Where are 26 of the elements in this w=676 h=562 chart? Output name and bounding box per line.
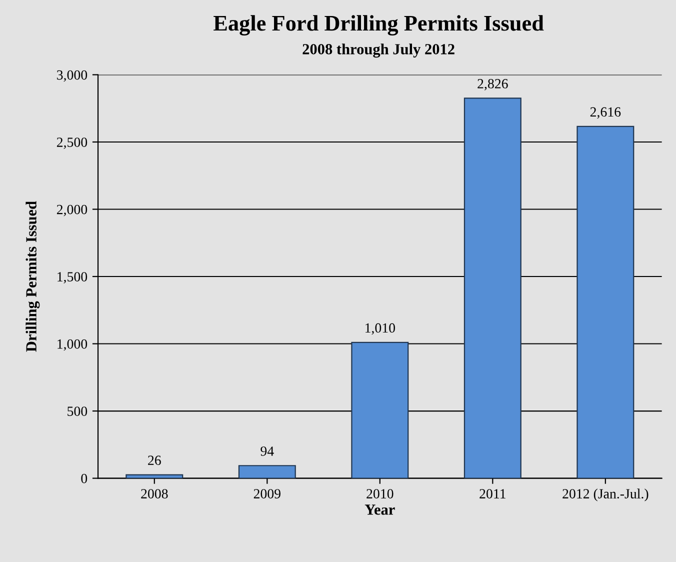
x-tick-label: 2012 (Jan.-Jul.)	[562, 488, 648, 502]
x-axis-title: Year	[364, 504, 395, 515]
data-label: 26	[148, 456, 161, 465]
data-label: 2,616	[590, 107, 621, 119]
y-tick-label: 2,500	[56, 138, 88, 149]
bar	[238, 465, 296, 478]
data-label: 1,010	[366, 323, 396, 335]
chart-subtitle: 2008 through July 2012	[302, 44, 454, 58]
data-label: 2,826	[478, 79, 508, 90]
x-tick-label: 2011	[480, 489, 506, 498]
data-label: 94	[260, 446, 274, 456]
y-tick-label: 2,000	[56, 204, 88, 216]
bar	[351, 342, 409, 478]
y-axis-title: Drilling Permits Issued	[26, 201, 40, 352]
y-tick-label: 1,000	[58, 339, 88, 351]
y-tick-label: 500	[68, 406, 88, 416]
x-tick-label: 2010	[366, 489, 394, 498]
y-tick-label: 1,500	[58, 272, 88, 284]
chart-title: Eagle Ford Drilling Permits Issued	[214, 15, 544, 36]
y-tick-label: 3,000	[57, 70, 88, 82]
y-tick-label: 0	[81, 474, 88, 484]
bar	[464, 98, 522, 478]
bar	[576, 126, 634, 478]
bar	[126, 474, 184, 478]
x-tick-label: 2009	[254, 489, 280, 498]
x-tick-label: 2008	[141, 489, 168, 498]
